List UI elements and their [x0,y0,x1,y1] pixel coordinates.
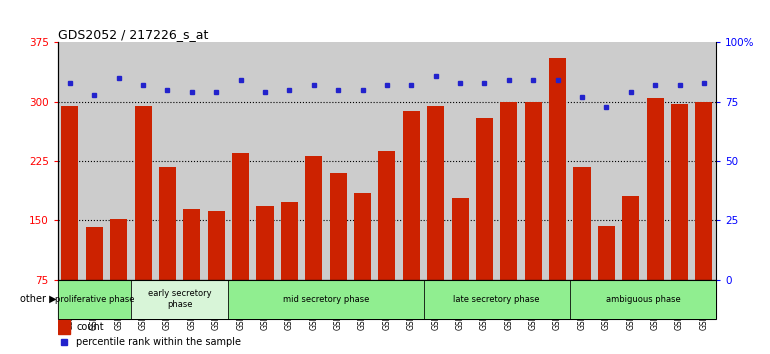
Text: percentile rank within the sample: percentile rank within the sample [76,337,241,347]
Bar [135,106,152,280]
Bar [110,219,127,280]
Bar [58,320,69,334]
Bar [208,211,225,280]
Bar [85,227,103,280]
Bar [424,280,570,319]
Bar [500,102,517,280]
Bar [570,280,716,319]
Bar [131,280,229,319]
Text: ambiguous phase: ambiguous phase [605,295,681,304]
Bar [574,167,591,280]
Bar [62,106,79,280]
Bar [647,98,664,280]
Bar [354,193,371,280]
Bar [378,151,396,280]
Bar [159,167,176,280]
Bar [305,155,323,280]
Bar [256,206,273,280]
Bar [281,202,298,280]
Bar [232,153,249,280]
Bar [598,226,615,280]
Bar [695,102,712,280]
Bar [671,104,688,280]
Text: other ▶: other ▶ [20,294,56,304]
Bar [403,111,420,280]
Text: mid secretory phase: mid secretory phase [283,295,369,304]
Bar [451,198,469,280]
Bar [476,118,493,280]
Text: early secretory
phase: early secretory phase [148,290,212,309]
Bar [524,102,542,280]
Text: proliferative phase: proliferative phase [55,295,134,304]
Bar [427,106,444,280]
Bar [229,280,424,319]
Bar [58,280,131,319]
Bar [330,173,346,280]
Text: GDS2052 / 217226_s_at: GDS2052 / 217226_s_at [58,28,208,41]
Text: count: count [76,322,104,332]
Bar [549,58,566,280]
Bar [622,196,639,280]
Bar [183,209,200,280]
Text: late secretory phase: late secretory phase [454,295,540,304]
